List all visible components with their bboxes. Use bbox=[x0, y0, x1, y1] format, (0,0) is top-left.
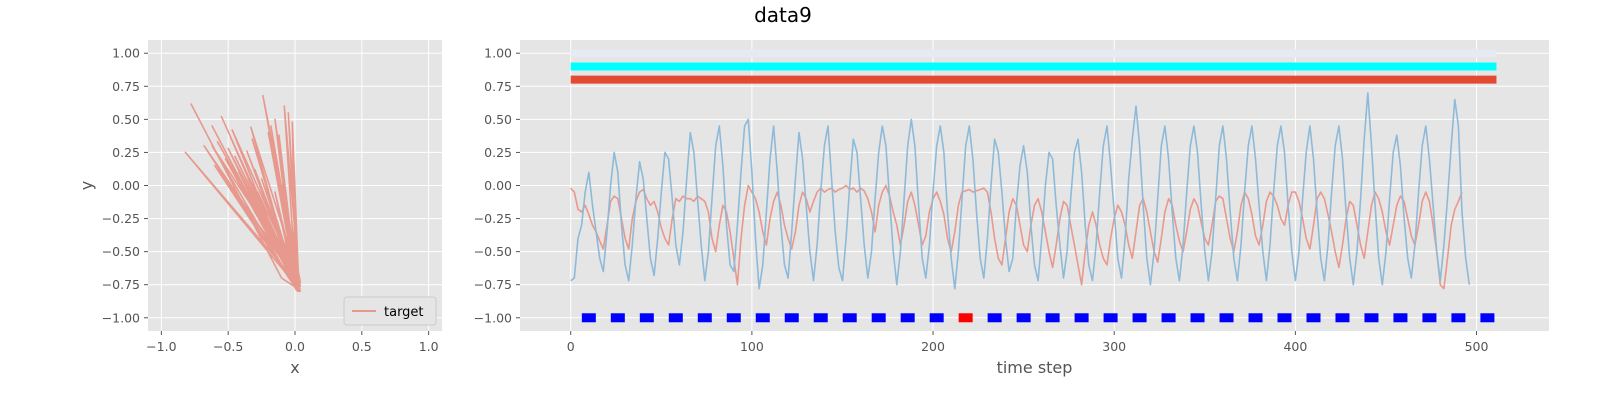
marker-7 bbox=[784, 313, 799, 323]
series-target-line bbox=[184, 94, 302, 293]
right-x-ticks: 0 100 200 300 400 500 bbox=[567, 331, 1489, 354]
marker-5 bbox=[726, 313, 741, 323]
left-y-tick-label: 1.00 bbox=[112, 46, 140, 61]
right-x-tick-label: 0 bbox=[567, 339, 575, 354]
right-markers bbox=[581, 313, 1495, 323]
marker-15 bbox=[1016, 313, 1031, 323]
right-y-tick-label: −0.25 bbox=[474, 211, 512, 226]
left-y-ticks: 1.00 0.75 0.50 0.25 0.00 −0.25 −0.50 −0.75 −1.00 bbox=[102, 46, 148, 325]
marker-3 bbox=[668, 313, 683, 323]
marker-27 bbox=[1364, 313, 1379, 323]
left-y-axis-label: y bbox=[77, 181, 96, 190]
right-series bbox=[570, 92, 1471, 290]
right-x-tick-label: 500 bbox=[1465, 339, 1489, 354]
right-y-tick-label: −0.75 bbox=[474, 277, 512, 292]
left-x-tick-label: 1.0 bbox=[419, 339, 439, 354]
figure-title: data9 bbox=[754, 3, 812, 27]
right-chart: 0 100 200 300 400 500 1.00 0.75 0.50 0.25 0.00 −0.… bbox=[474, 40, 1549, 377]
legend-box bbox=[343, 296, 437, 326]
right-y-tick-label: −0.50 bbox=[474, 244, 512, 259]
left-x-tick-label: −0.5 bbox=[213, 339, 243, 354]
marker-13 bbox=[958, 313, 973, 323]
marker-19 bbox=[1132, 313, 1147, 323]
marker-11 bbox=[900, 313, 915, 323]
right-x-tick-label: 100 bbox=[740, 339, 764, 354]
marker-4 bbox=[697, 313, 712, 323]
marker-20 bbox=[1161, 313, 1176, 323]
marker-26 bbox=[1335, 313, 1350, 323]
marker-8 bbox=[813, 313, 828, 323]
left-y-tick-label: 0.00 bbox=[112, 178, 140, 193]
marker-0 bbox=[581, 313, 596, 323]
left-chart: −1.0 −0.5 0.0 0.5 1.0 1.00 0.75 0.50 0.25 0.00 −0… bbox=[77, 40, 442, 377]
legend: target bbox=[343, 296, 437, 326]
right-x-tick-label: 200 bbox=[921, 339, 945, 354]
left-x-tick-label: 0.5 bbox=[352, 339, 372, 354]
left-y-tick-label: −0.75 bbox=[102, 277, 140, 292]
left-y-tick-label: −1.00 bbox=[102, 310, 140, 325]
right-bands bbox=[570, 49, 1497, 84]
right-y-tick-label: 0.75 bbox=[484, 79, 512, 94]
left-y-tick-label: −0.25 bbox=[102, 211, 140, 226]
left-x-tick-label: −1.0 bbox=[146, 339, 176, 354]
right-y-tick-label: 0.00 bbox=[484, 178, 512, 193]
marker-24 bbox=[1277, 313, 1292, 323]
marker-1 bbox=[610, 313, 625, 323]
left-y-tick-label: 0.25 bbox=[112, 145, 140, 160]
marker-23 bbox=[1248, 313, 1263, 323]
right-x-tick-label: 400 bbox=[1283, 339, 1307, 354]
legend-label-target: target bbox=[384, 305, 424, 320]
left-x-axis-label: x bbox=[290, 358, 299, 377]
marker-30 bbox=[1451, 313, 1466, 323]
left-x-tick-label: 0.0 bbox=[285, 339, 305, 354]
left-y-tick-label: 0.50 bbox=[112, 112, 140, 127]
marker-6 bbox=[755, 313, 770, 323]
marker-9 bbox=[842, 313, 857, 323]
right-y-tick-label: −1.00 bbox=[474, 310, 512, 325]
marker-12 bbox=[929, 313, 944, 323]
right-x-axis-label: time step bbox=[997, 358, 1073, 377]
left-y-tick-label: −0.50 bbox=[102, 244, 140, 259]
marker-31 bbox=[1480, 313, 1495, 323]
marker-25 bbox=[1306, 313, 1321, 323]
left-y-tick-label: 0.75 bbox=[112, 79, 140, 94]
marker-28 bbox=[1393, 313, 1408, 323]
right-y-tick-label: 0.25 bbox=[484, 145, 512, 160]
left-series bbox=[184, 94, 302, 293]
marker-22 bbox=[1219, 313, 1234, 323]
marker-17 bbox=[1074, 313, 1089, 323]
marker-14 bbox=[987, 313, 1002, 323]
right-x-tick-label: 300 bbox=[1102, 339, 1126, 354]
left-x-ticks: −1.0 −0.5 0.0 0.5 1.0 bbox=[146, 331, 439, 354]
marker-21 bbox=[1190, 313, 1205, 323]
marker-29 bbox=[1422, 313, 1437, 323]
right-y-tick-label: 0.50 bbox=[484, 112, 512, 127]
right-y-ticks: 1.00 0.75 0.50 0.25 0.00 −0.25 −0.50 −0.75 −1.00 bbox=[474, 46, 520, 325]
right-y-tick-label: 1.00 bbox=[484, 46, 512, 61]
marker-16 bbox=[1045, 313, 1060, 323]
marker-10 bbox=[871, 313, 886, 323]
marker-2 bbox=[639, 313, 654, 323]
series-line-1 bbox=[570, 92, 1471, 290]
marker-18 bbox=[1103, 313, 1118, 323]
